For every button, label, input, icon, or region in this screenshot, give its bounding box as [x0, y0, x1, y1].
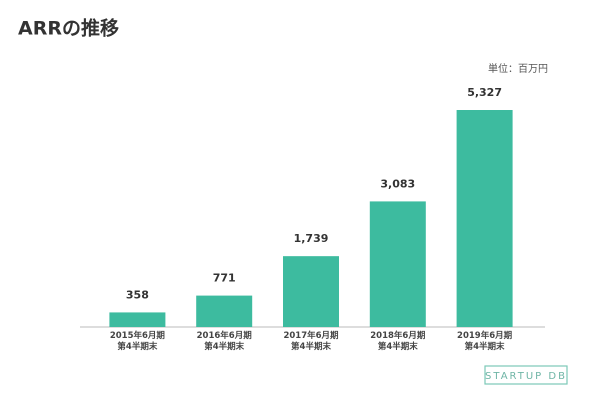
- x-tick-label: 2019年6月期 第4半期末: [457, 331, 513, 352]
- x-tick-label: 2016年6月期 第4半期末: [196, 331, 252, 352]
- bar: [109, 312, 166, 327]
- x-tick-label: 2017年6月期 第4半期末: [283, 331, 339, 352]
- bar: [369, 201, 426, 327]
- bar: [196, 295, 253, 327]
- bar: [283, 256, 339, 327]
- data-label: 5,327: [467, 86, 502, 99]
- watermark-box: [484, 365, 568, 385]
- chart-title: ARRの推移: [18, 17, 119, 40]
- bar: [456, 110, 513, 327]
- data-label: 771: [213, 272, 236, 285]
- unit-note: 単位：百万円: [488, 62, 548, 75]
- data-label: 1,739: [294, 232, 329, 245]
- data-label: 358: [126, 288, 149, 301]
- x-tick-label: 2015年6月期 第4半期末: [109, 331, 165, 352]
- data-label: 3,083: [380, 177, 415, 190]
- x-tick-label: 2018年6月期 第4半期末: [370, 331, 426, 352]
- watermark: STARTUP DB: [485, 371, 567, 382]
